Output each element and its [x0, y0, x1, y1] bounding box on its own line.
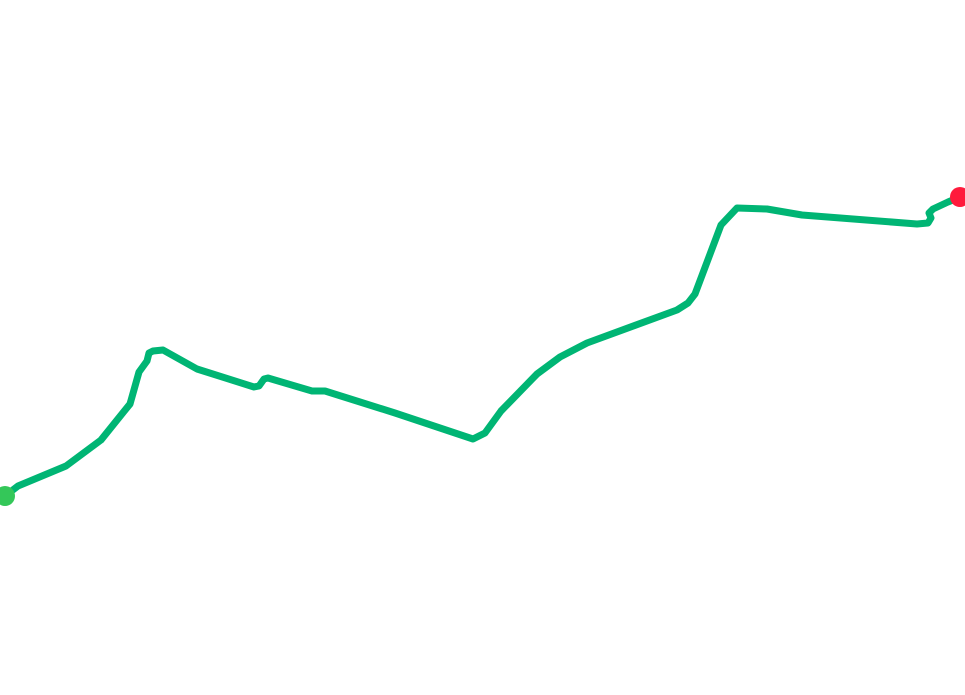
- end-point-icon[interactable]: [950, 187, 965, 207]
- start-point-icon[interactable]: [0, 486, 15, 506]
- route-line: [1, 193, 964, 500]
